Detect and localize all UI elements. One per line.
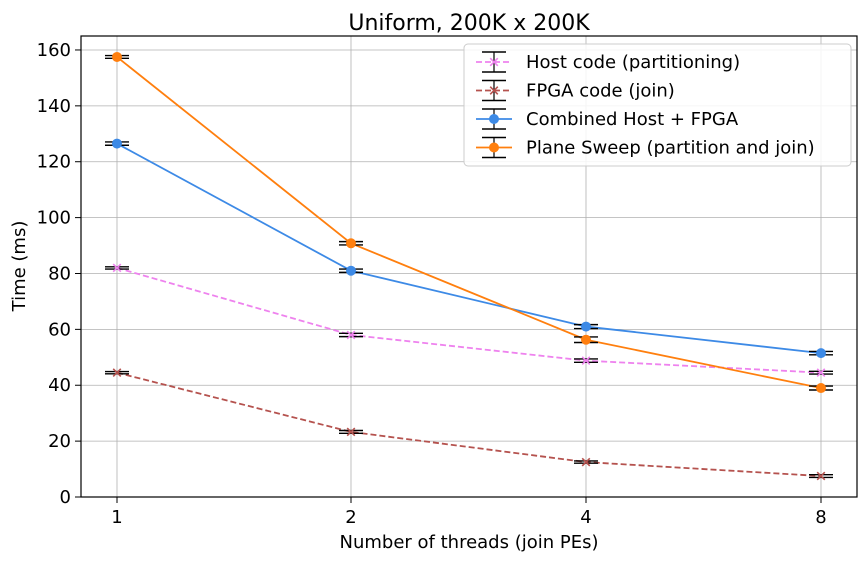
y-tick-label: 80 [48,263,71,284]
data-point [816,368,826,378]
plot-frame [80,35,858,498]
data-point [581,334,591,345]
legend-box [463,43,852,167]
x-axis-ticks: 1 2 4 8 [111,497,827,528]
data-point [112,368,122,378]
data-point [346,427,356,437]
x-tick-label: 1 [111,507,122,528]
y-tick-label: 0 [60,487,71,508]
data-point [112,263,122,273]
legend-marker [489,142,499,153]
chart-title: Uniform, 200K x 200K [348,11,590,36]
x-tick-label: 8 [815,507,826,528]
legend-item-2: FPGA code (join) [476,79,675,102]
data-point [112,51,122,62]
x-axis-label: Number of threads (join PEs) [340,532,599,553]
legend-label: Plane Sweep (partition and join) [526,138,815,159]
data-point [346,330,356,340]
series-4 [105,51,833,394]
y-tick-label: 40 [48,375,71,396]
y-tick-label: 140 [37,96,71,117]
y-tick-label: 120 [37,152,71,173]
y-tick-label: 60 [48,319,71,340]
x-tick-label: 4 [580,507,591,528]
data-point [346,265,356,276]
legend-item-1: Host code (partitioning) [476,51,740,73]
legend-label: Combined Host + FPGA [526,109,739,130]
y-axis-ticks: 0 20 40 60 80 100 120 140 160 [37,40,81,508]
legend-marker [489,114,499,124]
y-tick-label: 160 [37,40,71,61]
data-point [581,321,591,332]
series-line [116,371,822,477]
y-tick-label: 100 [37,208,71,229]
legend-marker [489,86,499,95]
legend-item-3: Combined Host + FPGA [476,108,739,130]
legend-label: FPGA code (join) [526,81,675,102]
x-tick-label: 2 [345,507,356,528]
legend-item-4: Plane Sweep (partition and join) [476,136,815,159]
series-2 [105,368,833,481]
legend: Host code (partitioning) FPGA code (join)… [463,43,852,167]
data-point [816,471,826,481]
data-point [112,138,122,149]
plot-area [105,51,833,481]
series-line [116,142,822,355]
series-1 [105,263,833,378]
data-point [346,238,356,249]
data-point [816,348,826,359]
data-point [581,457,591,467]
series-line [116,267,822,374]
series-line [116,56,822,389]
data-point [581,356,591,366]
legend-label: Host code (partitioning) [526,52,740,73]
y-axis-label: Time (ms) [9,221,30,313]
legend-marker [489,57,499,67]
y-tick-label: 20 [48,431,71,452]
series-3 [105,138,833,359]
data-point [816,383,826,394]
